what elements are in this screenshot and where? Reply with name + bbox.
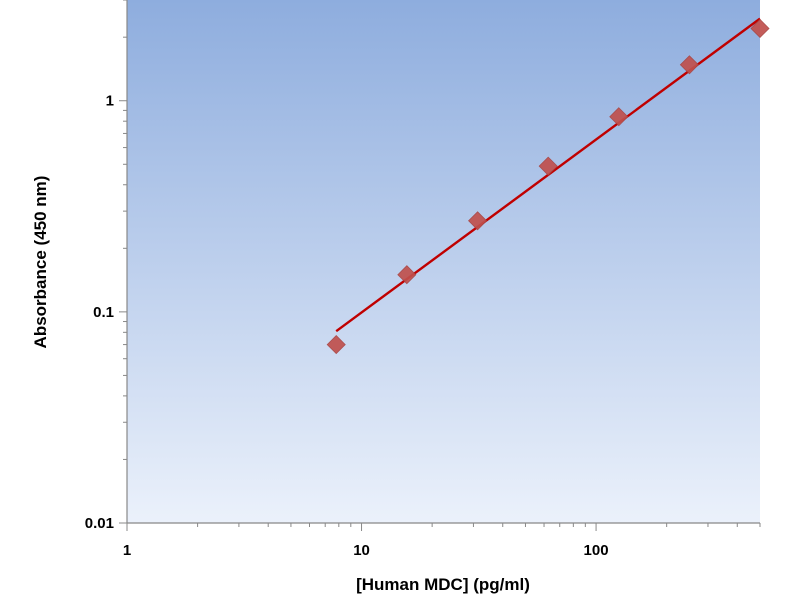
axis-labels: 0.01 0.1 1 1 10 100 [85, 93, 609, 559]
axes [119, 0, 761, 531]
data-marks [326, 17, 770, 355]
plot-area [127, 0, 760, 523]
data-point [609, 107, 629, 127]
y-tick-label: 0.1 [93, 304, 114, 321]
x-axis-title: [Human MDC] (pg/ml) [356, 575, 530, 594]
y-tick-label: 1 [106, 93, 114, 110]
data-point [679, 55, 699, 75]
data-point [750, 18, 770, 39]
y-axis-title: Absorbance (450 nm) [31, 176, 50, 349]
data-point [538, 156, 558, 176]
data-point [326, 335, 346, 355]
y-tick-label: 0.01 [85, 515, 114, 532]
data-point [468, 211, 488, 231]
data-point [397, 265, 417, 285]
x-tick-label: 1 [123, 542, 131, 559]
x-tick-label: 100 [584, 542, 609, 559]
x-tick-label: 10 [353, 542, 370, 559]
